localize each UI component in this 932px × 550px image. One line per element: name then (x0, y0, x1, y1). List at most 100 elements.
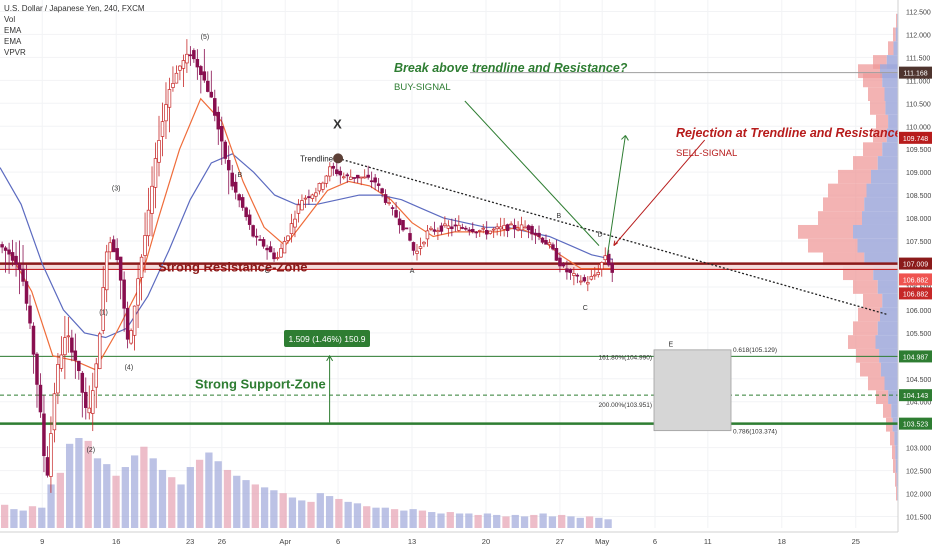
volume-profile-bar (868, 87, 885, 102)
candle-body (432, 229, 437, 232)
support-zone-label: Strong Support-Zone (195, 376, 326, 391)
candle-body (139, 256, 144, 279)
candle-body (523, 226, 527, 229)
candle-body (17, 263, 22, 270)
candle-body (429, 227, 433, 230)
candle-body (359, 176, 363, 179)
volume-profile-bar (866, 183, 898, 198)
volume-profile-bar (888, 114, 898, 129)
candle-body (279, 248, 283, 258)
price-tag (899, 66, 932, 79)
sell-arrow-head (613, 240, 619, 247)
volume-profile-bar (882, 293, 898, 308)
symbol-title[interactable]: U.S. Dollar / Japanese Yen, 240, FXCM (4, 4, 145, 13)
volume-profile-bar (808, 238, 858, 253)
time-tick-label: 20 (482, 537, 490, 546)
volume-profile-bar (895, 472, 897, 487)
buy-signal-line (464, 100, 600, 246)
candle-body (467, 229, 472, 232)
candle-body (596, 272, 601, 275)
candle-body (443, 223, 447, 227)
candle-body (265, 247, 269, 251)
ema-fast-line (10, 97, 613, 371)
volume-profile-bar (896, 472, 898, 487)
volume-bar (604, 519, 612, 528)
volume-bar (530, 514, 538, 528)
candle-body (286, 235, 290, 241)
indicator-label-vol[interactable]: Vol (4, 15, 16, 24)
candle-body (7, 249, 11, 255)
candle-body (247, 214, 252, 225)
candle-body (579, 280, 583, 283)
candle-body (63, 337, 67, 356)
candle-body (80, 372, 85, 393)
candle-body (603, 255, 608, 261)
volume-bar (279, 493, 287, 528)
candle-body (97, 333, 102, 370)
volume-bar (38, 507, 46, 528)
price-tick-label: 111.000 (906, 78, 930, 85)
candle-body (512, 224, 517, 230)
candle-body (460, 227, 465, 229)
chart-legend: U.S. Dollar / Japanese Yen, 240, FXCM Vo… (4, 3, 145, 58)
volume-bar (483, 513, 492, 528)
candle-body (188, 54, 193, 57)
candle-body (209, 91, 214, 98)
volume-bar (455, 513, 464, 528)
candle-body (104, 251, 109, 291)
volume-profile-bar (853, 224, 898, 239)
fib-label: 0.786(103.374) (733, 428, 777, 435)
candle-body (73, 350, 78, 361)
time-tick-label: 23 (186, 537, 194, 546)
volume-bar (363, 506, 371, 528)
candle-body (439, 225, 444, 232)
x-mark-label: X (333, 117, 342, 132)
candle-body (164, 104, 168, 122)
candle-body (35, 353, 39, 385)
volume-bar (288, 497, 297, 528)
volume-profile-bar (868, 376, 885, 391)
candle-body (498, 226, 503, 230)
measure-arrow-head (326, 354, 334, 362)
candle-body (572, 273, 576, 276)
wave-label: (3) (112, 186, 121, 193)
volume-profile-bar (882, 142, 898, 157)
candle-body (530, 226, 534, 235)
candle-body (38, 384, 43, 413)
candle-body (314, 192, 318, 197)
candle-body (24, 281, 29, 304)
candle-body (418, 246, 423, 249)
indicator-label-ema-1[interactable]: EMA (4, 26, 22, 35)
candle-body (310, 194, 315, 199)
price-tag-label: 103.523 (903, 422, 928, 429)
volume-profile-bar (877, 321, 898, 336)
price-tick-label: 108.000 (906, 216, 931, 223)
volume-bar (121, 467, 129, 528)
buy-arrow-head (621, 135, 629, 141)
volume-profile-bar (882, 73, 898, 88)
candle-body (593, 274, 597, 277)
candle-body (167, 89, 172, 108)
candle-body (450, 226, 454, 230)
indicator-label-vpvr[interactable]: VPVR (4, 48, 26, 57)
volume-bar (195, 459, 204, 528)
candle-body (342, 176, 346, 179)
volume-bar (47, 484, 55, 528)
candle-body (355, 174, 360, 179)
candle-body (275, 257, 280, 259)
volume-bar (372, 507, 380, 528)
trendline-label: Trendline (300, 154, 334, 163)
volume-bar (539, 513, 547, 528)
buy-arrow (606, 135, 626, 255)
price-tag (899, 287, 932, 300)
candle-body (544, 240, 548, 245)
indicator-label-ema-2[interactable]: EMA (4, 37, 22, 46)
volume-bar (251, 484, 259, 528)
wave-label: E (669, 342, 674, 349)
volume-bar (344, 501, 352, 528)
time-tick-label: May (595, 537, 609, 546)
candle-body (94, 363, 98, 388)
volume-profile-bar (856, 348, 880, 363)
